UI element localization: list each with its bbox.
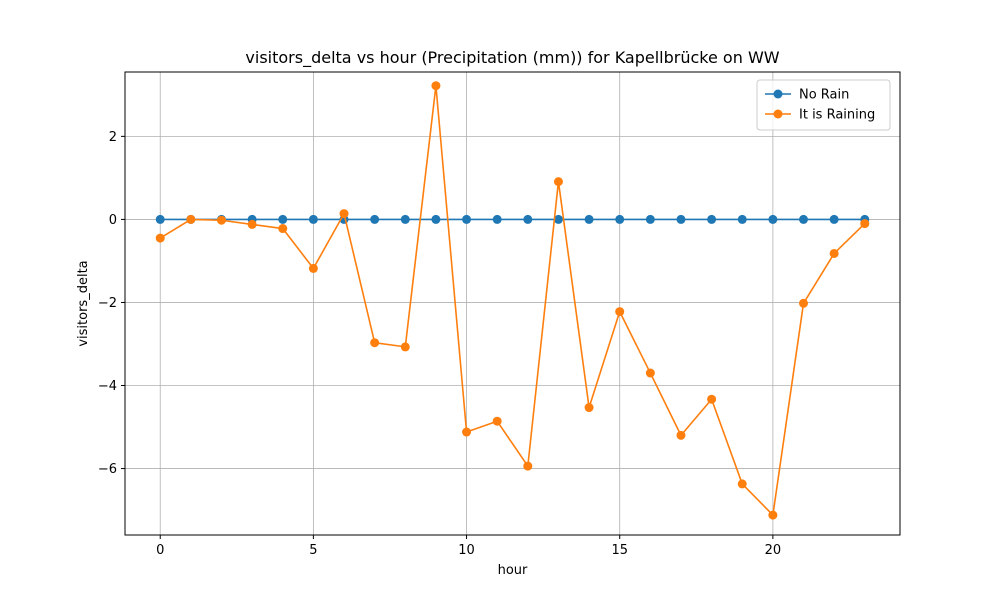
data-point (645, 368, 655, 378)
data-point (615, 214, 625, 224)
data-point (492, 214, 502, 224)
data-point (278, 214, 288, 224)
legend: No Rain It is Raining (756, 79, 891, 131)
ticks: 0 5 10 15 20 −6 −4 −2 0 2 (98, 130, 781, 558)
data-point (155, 214, 165, 224)
data-point (676, 214, 686, 224)
x-tick-label: 20 (765, 543, 782, 558)
x-tick-label: 10 (458, 543, 475, 558)
data-point (553, 177, 563, 187)
data-point (645, 214, 655, 224)
y-tick-label: −6 (98, 462, 117, 477)
data-point (523, 461, 533, 471)
data-point (216, 215, 226, 225)
data-point (431, 81, 441, 91)
data-point (431, 214, 441, 224)
data-point (553, 214, 563, 224)
x-tick-label: 5 (309, 543, 317, 558)
x-axis-label: hour (498, 563, 528, 578)
data-point (799, 298, 809, 308)
data-point (799, 214, 809, 224)
y-tick-label: 2 (109, 130, 117, 145)
legend-item: It is Raining (765, 108, 875, 123)
data-point (339, 209, 349, 219)
data-point (400, 214, 410, 224)
data-point (247, 219, 257, 229)
data-point (155, 233, 165, 243)
data-point (278, 224, 288, 234)
data-point (829, 248, 839, 258)
data-point (737, 479, 747, 489)
series-layer (155, 81, 870, 520)
data-point (308, 263, 318, 273)
data-point (829, 214, 839, 224)
legend-item: No Rain (765, 88, 849, 103)
data-point (860, 219, 870, 229)
series-it-is-raining (155, 81, 870, 520)
x-tick-label: 0 (156, 543, 164, 558)
legend-marker (773, 89, 783, 99)
data-point (615, 307, 625, 317)
legend-marker (773, 109, 783, 119)
data-point (768, 510, 778, 520)
data-point (370, 338, 380, 348)
y-tick-label: 0 (109, 213, 117, 228)
data-point (186, 214, 196, 224)
y-tick-label: −4 (98, 379, 117, 394)
legend-label: It is Raining (799, 108, 875, 123)
legend-box (756, 79, 891, 131)
x-tick-label: 15 (611, 543, 628, 558)
data-point (584, 214, 594, 224)
plot-frame (124, 71, 901, 536)
data-point (584, 403, 594, 413)
series-line (159, 84, 866, 516)
data-point (707, 214, 717, 224)
data-point (370, 214, 380, 224)
chart-title: visitors_delta vs hour (Precipitation (m… (245, 48, 779, 68)
data-point (523, 214, 533, 224)
data-point (768, 214, 778, 224)
data-point (462, 214, 472, 224)
data-point (676, 430, 686, 440)
data-point (400, 342, 410, 352)
legend-label: No Rain (799, 88, 849, 103)
data-point (492, 416, 502, 426)
y-axis-label: visitors_delta (76, 260, 91, 346)
data-point (737, 214, 747, 224)
y-tick-label: −2 (98, 296, 117, 311)
data-point (707, 394, 717, 404)
data-point (462, 427, 472, 437)
data-point (308, 214, 318, 224)
